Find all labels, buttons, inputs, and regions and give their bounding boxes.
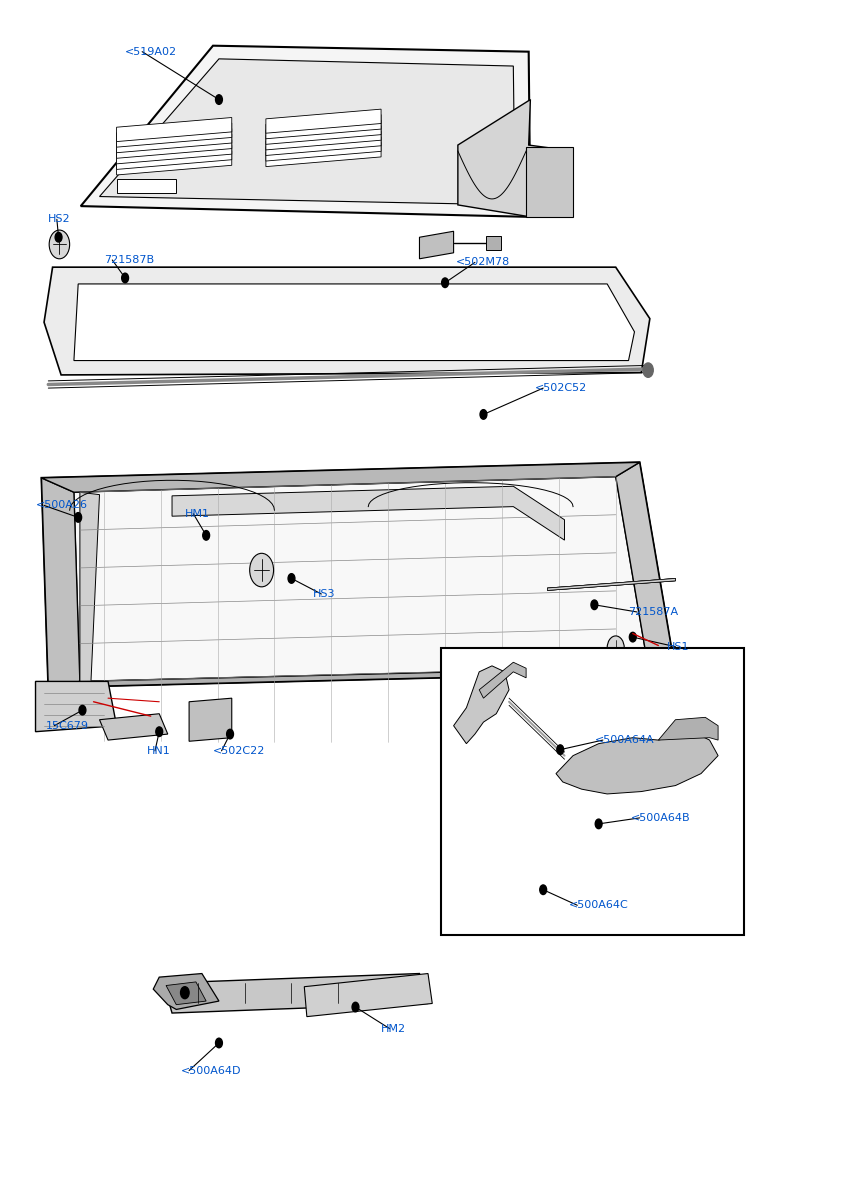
Text: <502M78: <502M78 [456,257,510,268]
Polygon shape [304,973,432,1016]
Polygon shape [266,126,381,150]
Circle shape [227,730,234,739]
Polygon shape [116,139,232,164]
Polygon shape [35,682,116,732]
Text: HM1: HM1 [185,509,210,518]
Polygon shape [266,143,381,167]
Polygon shape [526,148,573,217]
Text: <500A64C: <500A64C [568,900,628,911]
Polygon shape [41,478,80,688]
Circle shape [181,986,189,998]
Polygon shape [41,462,639,492]
Bar [441,648,744,935]
Polygon shape [80,46,531,217]
Circle shape [203,530,210,540]
Polygon shape [486,236,501,251]
Text: <500A64B: <500A64B [631,812,691,823]
Circle shape [74,512,81,522]
Circle shape [122,274,128,283]
Text: HS2: HS2 [48,215,71,224]
Polygon shape [454,666,509,744]
Polygon shape [189,698,232,742]
Polygon shape [658,718,718,740]
Text: HS1: HS1 [667,642,689,652]
Text: <502C52: <502C52 [535,383,587,394]
Polygon shape [266,115,381,139]
Polygon shape [172,486,564,540]
Circle shape [540,884,547,894]
Circle shape [352,1002,359,1012]
Polygon shape [48,667,675,688]
Polygon shape [99,59,515,205]
Circle shape [442,278,449,288]
Circle shape [216,95,223,104]
Circle shape [216,1038,223,1048]
Text: <500A26: <500A26 [35,500,87,510]
Polygon shape [74,476,648,682]
Polygon shape [74,284,634,360]
Circle shape [607,636,624,660]
Polygon shape [116,179,176,193]
Circle shape [49,230,69,259]
Text: SOMETHINGRUBY: SOMETHINGRUBY [193,562,492,590]
Polygon shape [548,578,675,590]
Polygon shape [458,100,573,217]
Polygon shape [266,137,381,161]
Polygon shape [479,662,526,698]
Polygon shape [266,109,381,133]
Circle shape [595,820,602,829]
Text: 721587B: 721587B [104,254,154,265]
Polygon shape [116,118,232,142]
Polygon shape [163,973,428,1013]
Text: <500A64A: <500A64A [594,736,654,745]
Polygon shape [99,714,168,740]
Circle shape [79,706,86,715]
Polygon shape [615,462,675,672]
Polygon shape [556,732,718,794]
Polygon shape [266,120,381,144]
Circle shape [643,362,653,377]
Polygon shape [116,124,232,148]
Text: <502C22: <502C22 [213,746,265,756]
Polygon shape [41,462,675,688]
Circle shape [480,409,487,419]
Polygon shape [44,268,650,374]
Text: <500A64D: <500A64D [181,1066,241,1075]
Text: 721587A: 721587A [628,607,679,617]
Polygon shape [116,134,232,158]
Polygon shape [116,128,232,152]
Circle shape [629,632,636,642]
Circle shape [250,553,274,587]
Circle shape [288,574,295,583]
Polygon shape [266,132,381,156]
Polygon shape [166,982,206,1004]
Text: HS3: HS3 [312,589,336,599]
Text: 15C679: 15C679 [45,721,89,731]
Text: HM2: HM2 [381,1024,407,1033]
Circle shape [55,233,62,242]
Circle shape [156,727,163,737]
Polygon shape [548,578,675,590]
Circle shape [591,600,597,610]
Text: <519A02: <519A02 [125,47,177,56]
Circle shape [557,745,563,755]
Text: HN1: HN1 [146,746,170,756]
Polygon shape [153,973,219,1009]
Polygon shape [116,145,232,169]
Polygon shape [116,151,232,175]
Polygon shape [548,578,675,590]
Polygon shape [80,492,99,682]
Polygon shape [419,232,454,259]
